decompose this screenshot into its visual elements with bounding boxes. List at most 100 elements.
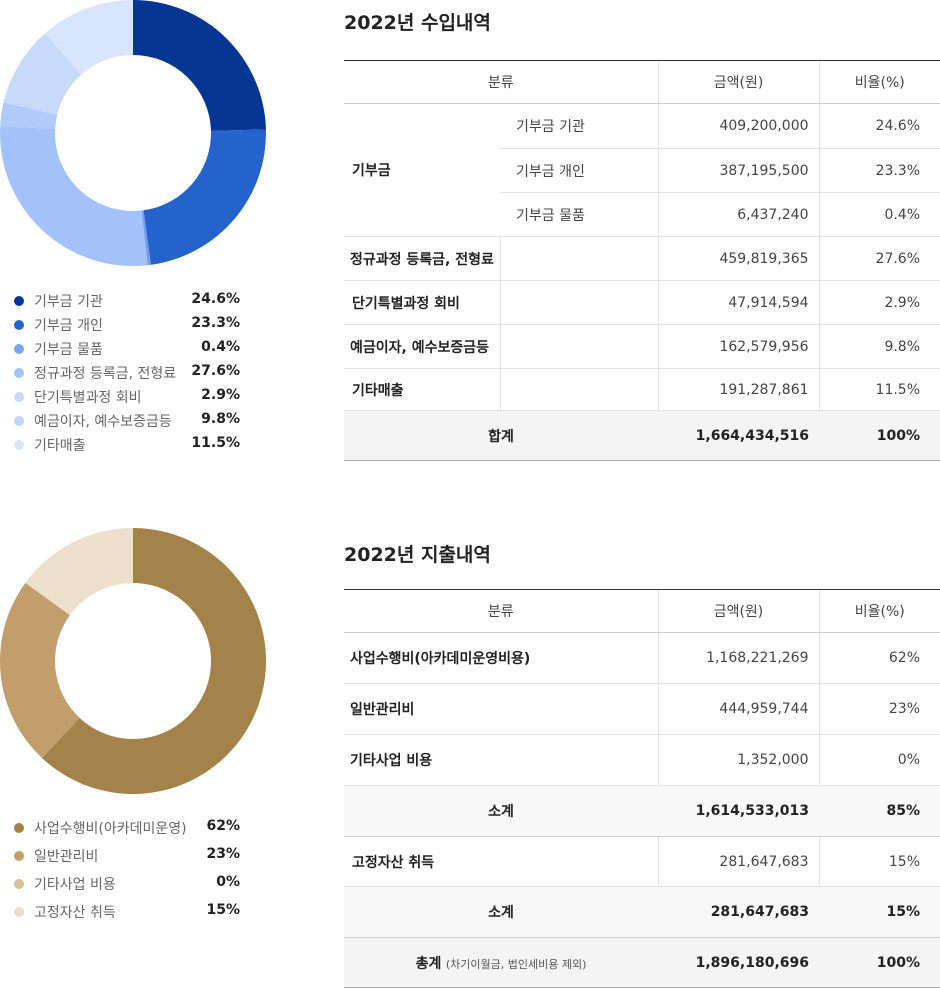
row-amount: 6,437,240 — [657, 192, 820, 237]
row-amount: 191,287,861 — [657, 368, 820, 411]
row-ratio: 2.9% — [818, 280, 940, 325]
legend-label: 기부금 개인 — [34, 318, 103, 334]
expense-donut-chart — [0, 528, 266, 794]
legend-swatch — [14, 368, 24, 378]
income-table: 분류 금액(원) 비율(%) 기부금 기부금 기관 409,200,000 24… — [344, 60, 940, 461]
legend-item: 사업수행비(아카데미운영) 62% — [14, 816, 240, 844]
income-donut-chart — [0, 0, 266, 266]
legend-value: 62% — [206, 818, 240, 834]
table-row: 단기특별과정 회비 47,914,594 2.9% — [344, 280, 940, 325]
row-amount: 162,579,956 — [657, 324, 820, 369]
row-amount: 409,200,000 — [657, 103, 820, 149]
table-row: 정규과정 등록금, 전형료 459,819,365 27.6% — [344, 236, 940, 281]
subtotal-row: 소계 1,614,533,013 85% — [344, 785, 940, 837]
row-amount: 1,168,221,269 — [657, 632, 819, 684]
table-row: 고정자산 취득 281,647,683 15% — [344, 836, 940, 887]
row-category: 기타사업 비용 — [344, 734, 658, 786]
row-category: 기타매출 — [344, 368, 500, 411]
expense-table: 분류 금액(원) 비율(%) 사업수행비(아카데미운영비용) 1,168,221… — [344, 589, 940, 988]
pie-slice — [141, 210, 151, 266]
legend-item: 기타매출 11.5% — [14, 433, 240, 457]
row-ratio: 27.6% — [818, 236, 940, 281]
pie-slice — [45, 0, 133, 75]
grand-total-amount: 1,896,180,696 — [658, 937, 819, 988]
total-amount: 1,664,434,516 — [658, 410, 820, 461]
header-amount: 금액(원) — [657, 60, 820, 104]
legend-swatch — [14, 296, 24, 306]
legend-swatch — [14, 851, 24, 861]
table-row: 기타사업 비용 1,352,000 0% — [344, 734, 940, 786]
table-row: 기부금 기부금 기관 409,200,000 24.6% — [344, 103, 940, 237]
row-ratio: 0.4% — [818, 192, 940, 237]
legend-value: 0.4% — [201, 339, 240, 355]
subtotal-ratio: 85% — [819, 785, 940, 837]
legend-value: 9.8% — [201, 411, 240, 427]
row-ratio: 9.8% — [818, 324, 940, 369]
total-ratio: 100% — [819, 410, 940, 461]
row-ratio: 23% — [818, 683, 940, 735]
legend-swatch — [14, 440, 24, 450]
legend-swatch — [14, 907, 24, 917]
subtotal-label: 소계 — [344, 886, 658, 938]
legend-swatch — [14, 823, 24, 833]
row-amount: 459,819,365 — [657, 236, 820, 281]
row-category: 정규과정 등록금, 전형료 — [344, 236, 500, 281]
pie-slice — [133, 0, 266, 131]
grand-total-label: 총계 — [415, 955, 442, 972]
table-row: 일반관리비 444,959,744 23% — [344, 683, 940, 735]
legend-item: 예금이자, 예수보증금등 9.8% — [14, 409, 240, 433]
legend-label: 정규과정 등록금, 전형료 — [34, 366, 177, 382]
legend-label: 기부금 기관 — [34, 294, 103, 310]
row-category: 단기특별과정 회비 — [344, 280, 500, 325]
row-amount: 47,914,594 — [657, 280, 820, 325]
header-category: 분류 — [344, 60, 659, 104]
table-row: 사업수행비(아카데미운영비용) 1,168,221,269 62% — [344, 632, 940, 684]
income-legend: 기부금 기관 24.6% 기부금 개인 23.3% 기부금 물품 0.4% 정규과정 등록금… — [14, 289, 240, 457]
table-row: 예금이자, 예수보증금등 162,579,956 9.8% — [344, 324, 940, 369]
expense-legend: 사업수행비(아카데미운영) 62% 일반관리비 23% 기타사업 비용 0% 고정자산 취득… — [14, 816, 240, 928]
legend-label: 일반관리비 — [34, 849, 99, 865]
row-category: 기부금 — [344, 103, 500, 237]
legend-value: 23% — [206, 846, 240, 862]
header-amount: 금액(원) — [657, 589, 819, 633]
pie-slice — [3, 33, 82, 115]
row-ratio: 11.5% — [818, 368, 940, 411]
legend-label: 사업수행비(아카데미운영) — [34, 821, 187, 837]
row-category: 사업수행비(아카데미운영비용) — [344, 632, 658, 684]
row-ratio: 15% — [818, 836, 940, 887]
legend-item: 일반관리비 23% — [14, 844, 240, 872]
total-row: 합계 1,664,434,516 100% — [344, 410, 940, 461]
expense-title: 2022년 지출내역 — [344, 544, 491, 566]
row-category: 고정자산 취득 — [344, 836, 658, 887]
table-row: 기타매출 191,287,861 11.5% — [344, 368, 940, 411]
row-ratio: 62% — [818, 632, 940, 684]
legend-label: 기타매출 — [34, 438, 86, 454]
legend-swatch — [14, 392, 24, 402]
row-category: 예금이자, 예수보증금등 — [344, 324, 500, 369]
pie-slice — [0, 126, 148, 266]
legend-label: 기타사업 비용 — [34, 877, 116, 893]
row-ratio: 0% — [818, 734, 940, 786]
legend-item: 기타사업 비용 0% — [14, 872, 240, 900]
grand-total-row: 총계 (차기이월금, 법인세비용 제외) 1,896,180,696 100% — [344, 937, 940, 988]
legend-value: 15% — [206, 902, 240, 918]
legend-item: 단기특별과정 회비 2.9% — [14, 385, 240, 409]
pie-slice — [0, 102, 58, 129]
header-ratio: 비율(%) — [818, 60, 940, 104]
row-subcategory: 기부금 개인 — [500, 148, 659, 193]
legend-label: 고정자산 취득 — [34, 905, 116, 921]
legend-item: 정규과정 등록금, 전형료 27.6% — [14, 361, 240, 385]
row-subcategory: 기부금 물품 — [500, 192, 659, 237]
table-row: 기부금 개인 387,195,500 23.3% — [344, 148, 940, 193]
expense-header-row: 분류 금액(원) 비율(%) — [344, 589, 940, 633]
legend-item: 기부금 물품 0.4% — [14, 337, 240, 361]
legend-swatch — [14, 879, 24, 889]
legend-label: 기부금 물품 — [34, 342, 103, 358]
legend-swatch — [14, 344, 24, 354]
pie-slice — [0, 582, 80, 758]
legend-value: 23.3% — [191, 315, 240, 331]
legend-item: 기부금 개인 23.3% — [14, 313, 240, 337]
subtotal-amount: 281,647,683 — [658, 886, 819, 938]
subtotal-row: 소계 281,647,683 15% — [344, 886, 940, 938]
income-header-row: 분류 금액(원) 비율(%) — [344, 60, 940, 104]
